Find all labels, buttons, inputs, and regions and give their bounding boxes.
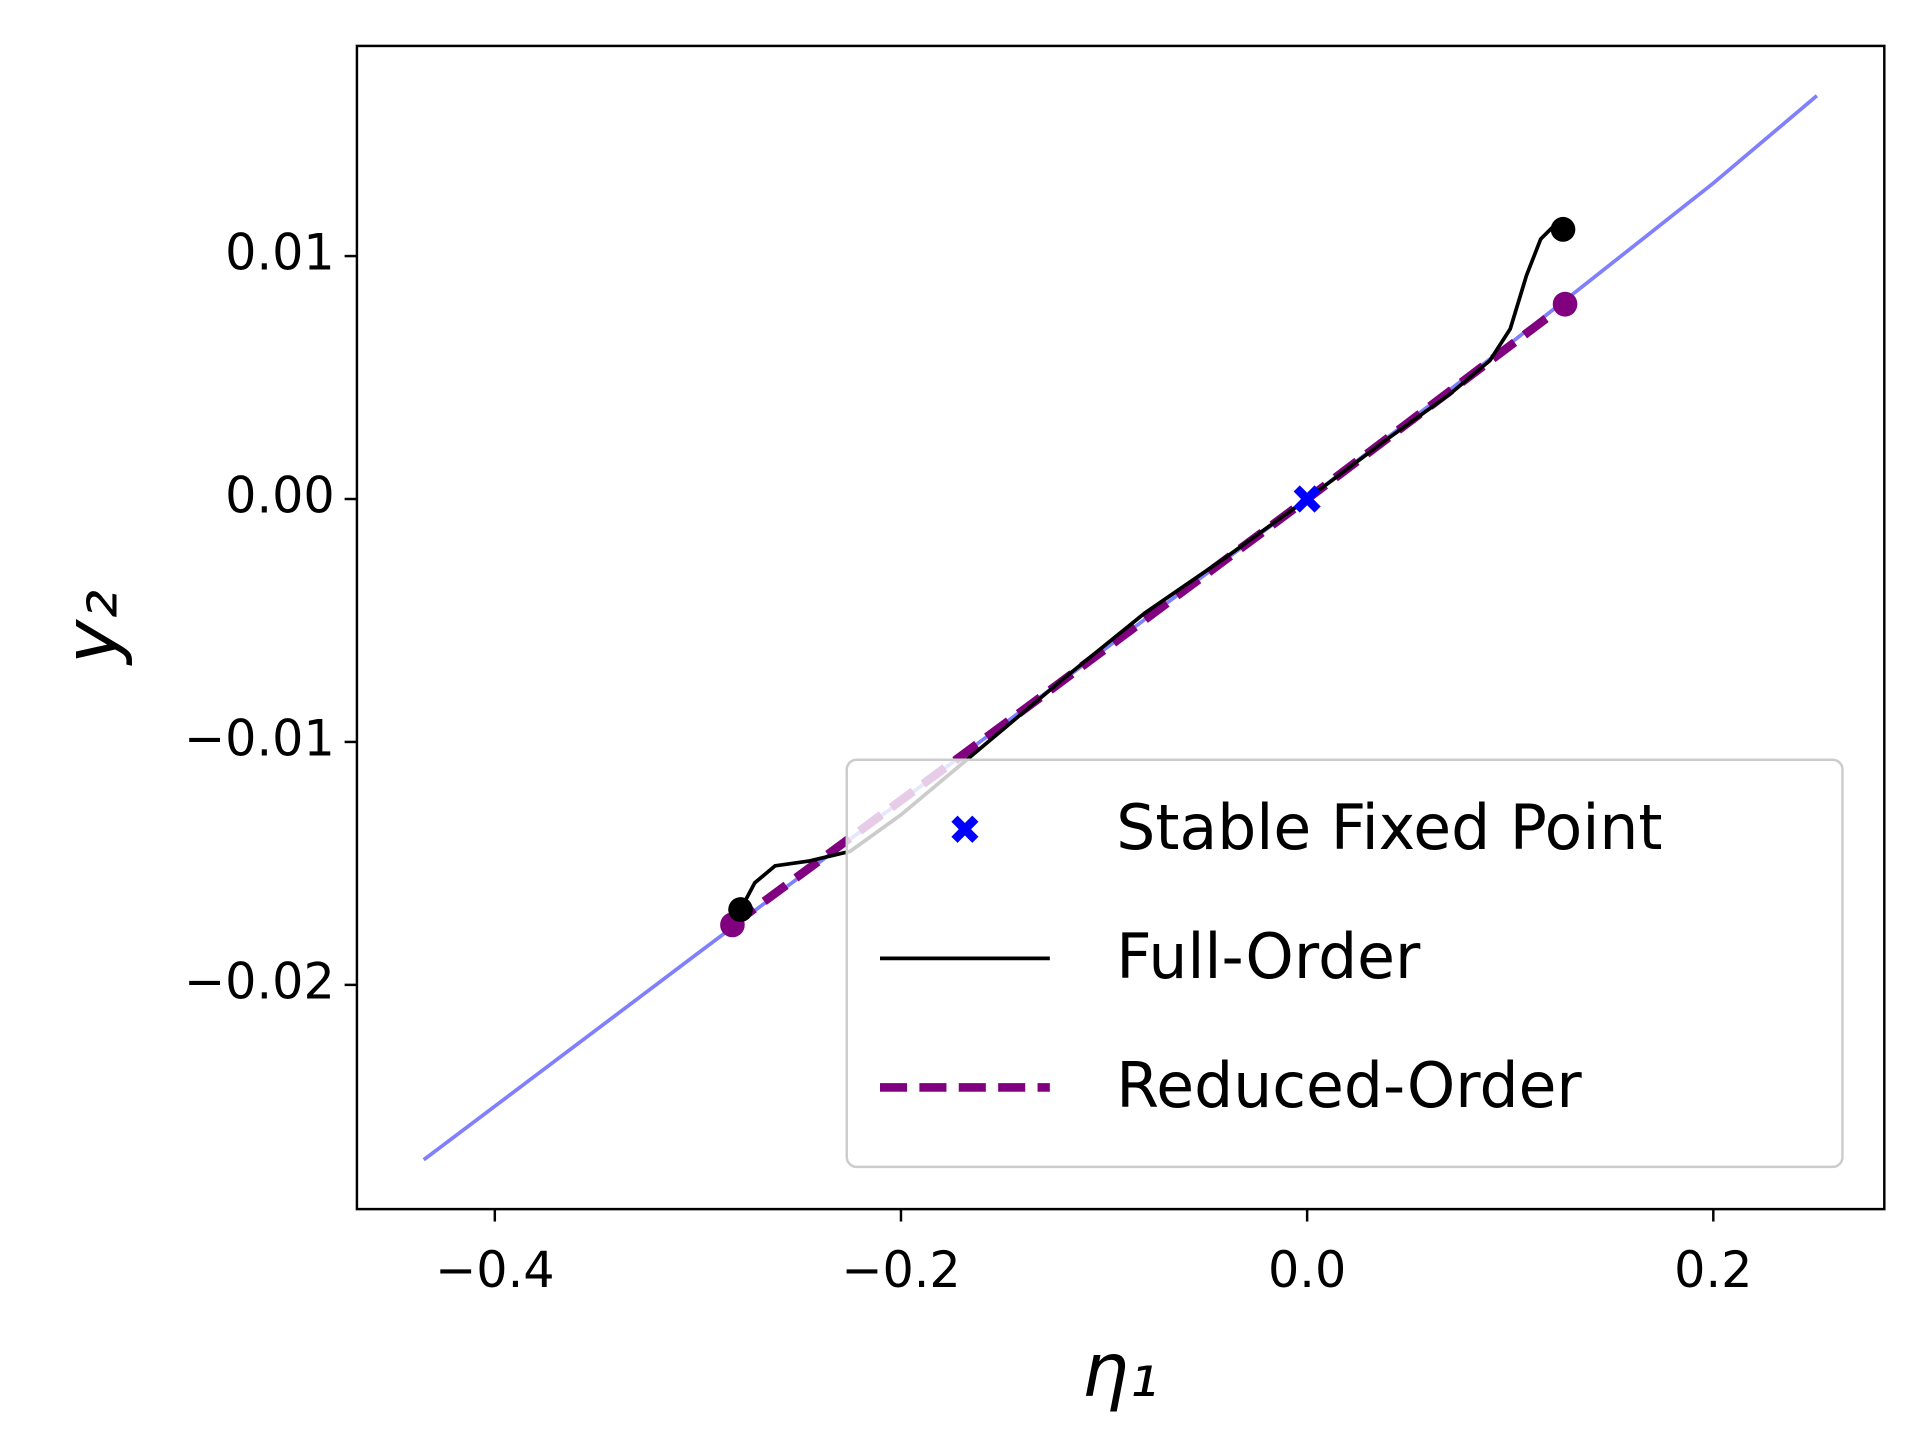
end-marker [1550, 216, 1576, 242]
plot-frame [355, 44, 1886, 1211]
legend-label: Stable Fixed Point [1116, 792, 1662, 864]
series-line [738, 224, 1564, 911]
x-tick-label: 0.2 [1674, 1241, 1752, 1299]
x-tick-label: −0.4 [435, 1241, 555, 1299]
x-tick-label: 0.0 [1268, 1241, 1346, 1299]
y-tick-label: 0.00 [225, 466, 335, 524]
legend: Stable Fixed Point Full-Order Reduced-Orde… [845, 758, 1844, 1169]
x-axis-label: η₁ [1082, 1328, 1158, 1414]
legend-label: Full-Order [1116, 921, 1421, 993]
legend-label: Reduced-Order [1116, 1050, 1582, 1122]
legend-frame [845, 758, 1844, 1169]
y-tick-label: −0.02 [184, 952, 335, 1010]
y-tick-label: −0.01 [184, 709, 335, 767]
end-marker [728, 897, 753, 922]
point-marker [1293, 485, 1321, 513]
x-tick-label: −0.2 [841, 1241, 961, 1299]
y-axis-label: y₂ [49, 590, 135, 666]
y-tick-label: 0.01 [225, 223, 335, 281]
point-marker [951, 815, 979, 843]
end-marker [1552, 291, 1578, 317]
